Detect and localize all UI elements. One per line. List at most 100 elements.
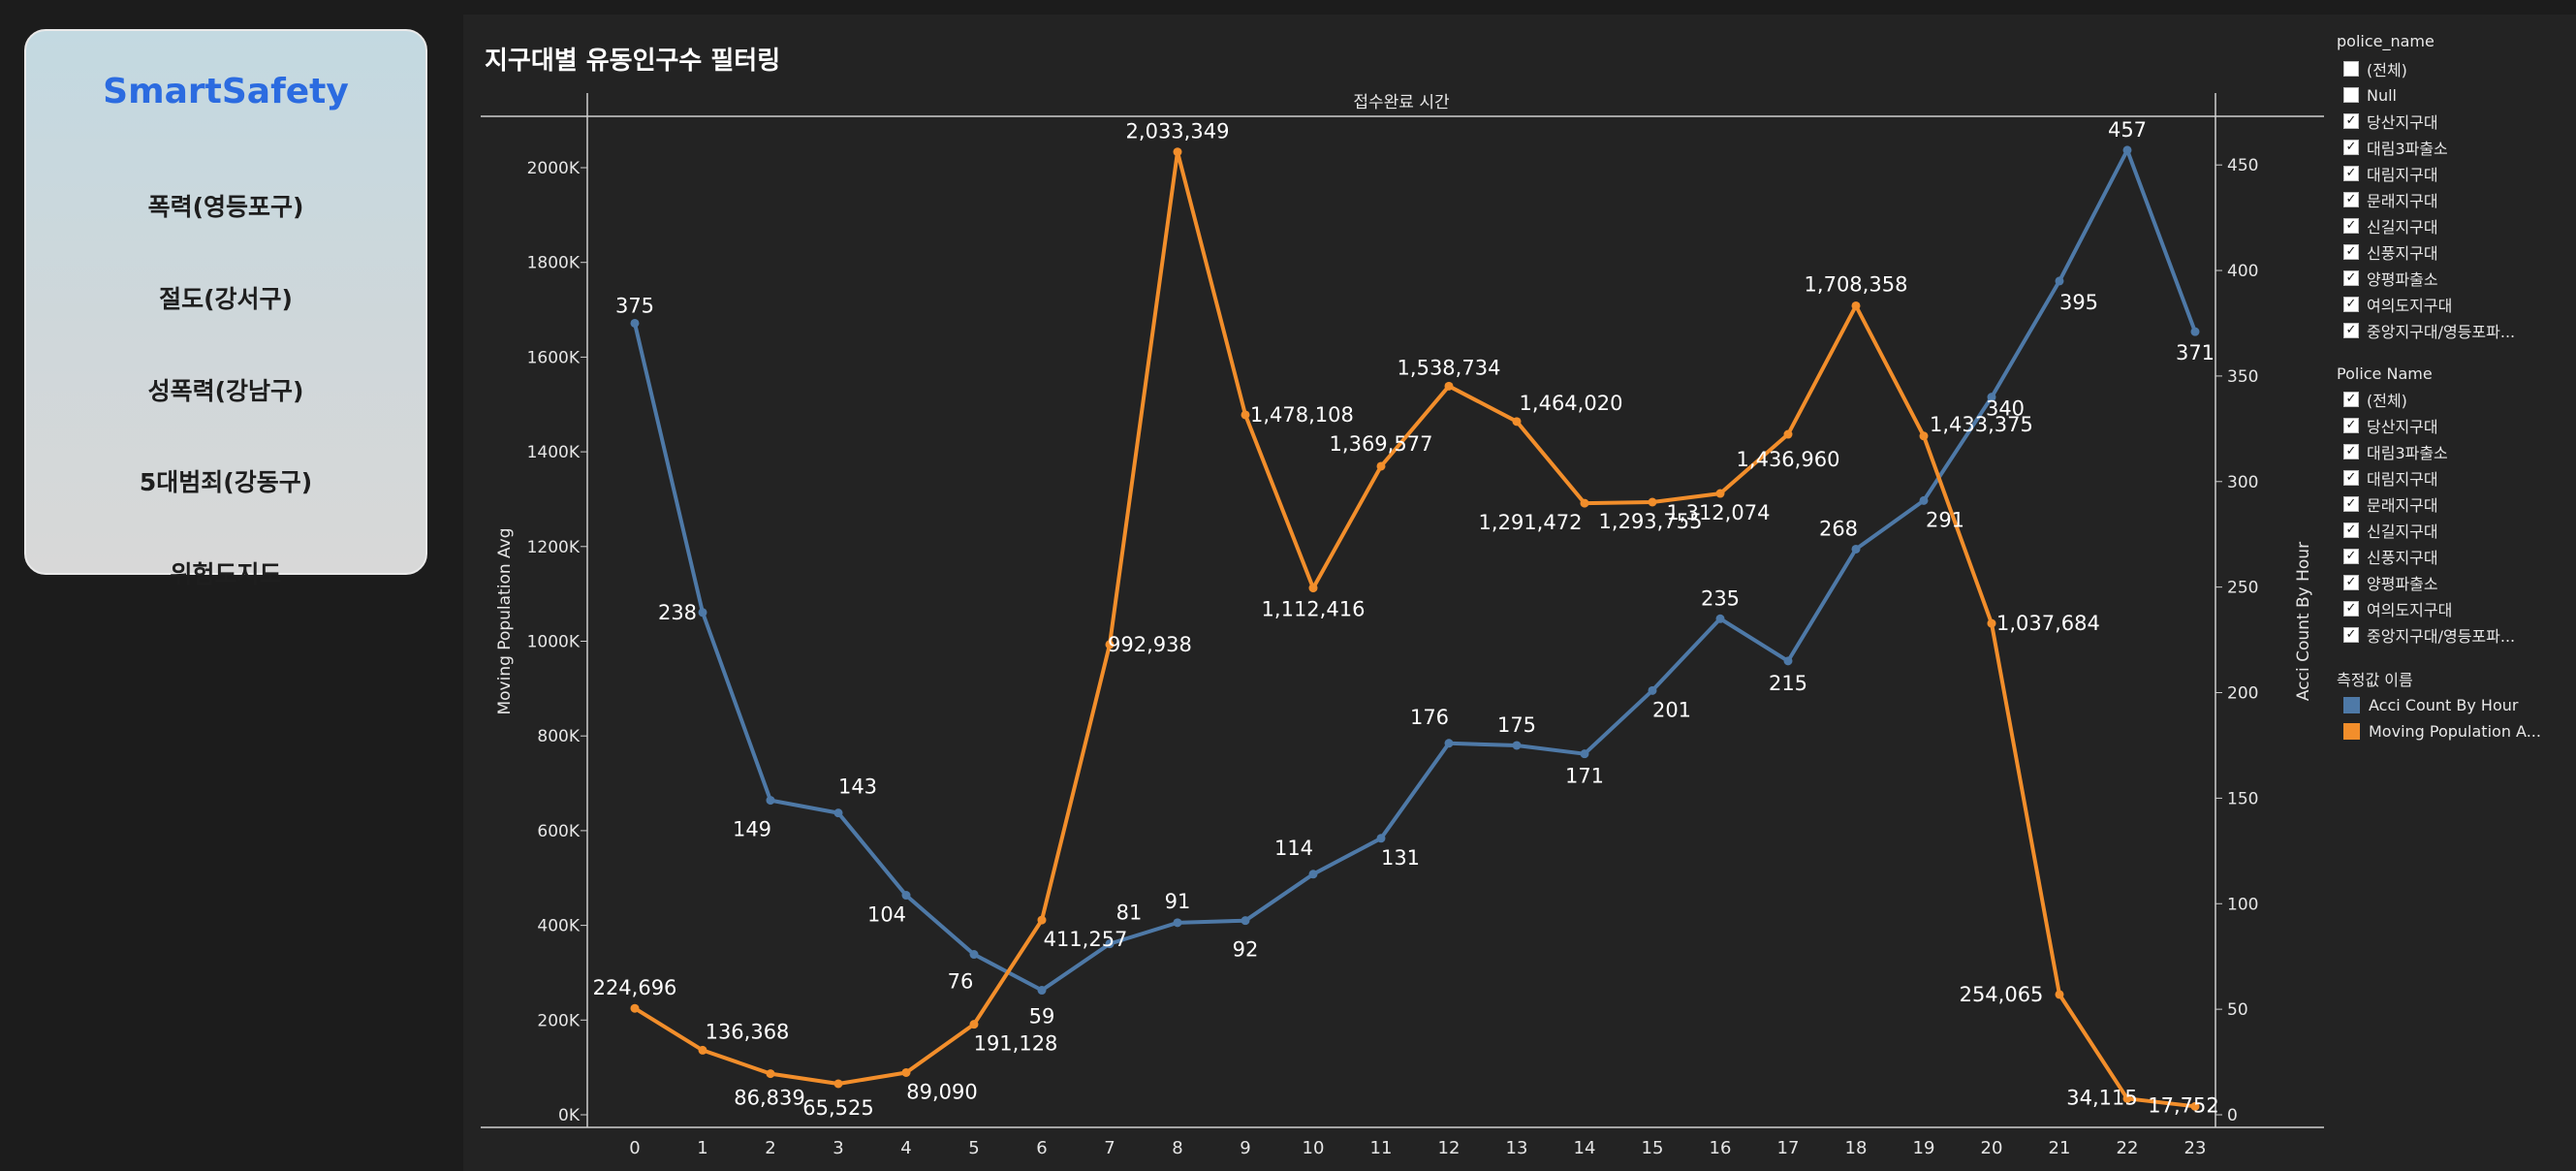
checkbox-checked[interactable]: ✓ [2343, 297, 2359, 312]
x-tick-label: 18 [1845, 1138, 1868, 1158]
filter-option[interactable]: ✓ (전체) [2343, 389, 2407, 410]
filter-option-label: Null [2367, 85, 2397, 105]
legend-label: Acci Count By Hour [2369, 695, 2519, 714]
filter-option-label: (전체) [2367, 61, 2407, 79]
nav-item-theft[interactable]: 절도(강서구) [159, 285, 293, 313]
legend-label: Moving Population A... [2369, 721, 2541, 741]
checkbox-checked[interactable]: ✓ [2343, 392, 2359, 407]
filter-option[interactable]: ✓ 당산지구대 [2343, 415, 2438, 436]
filter-option[interactable]: (전체) [2343, 58, 2407, 79]
data-label: 1,291,472 [1479, 511, 1583, 534]
checkbox-unchecked[interactable] [2343, 61, 2359, 77]
filter-option-label: 대림3파출소 [2367, 140, 2448, 158]
nav-item-risk-map[interactable]: 위험도지도 [170, 560, 282, 588]
data-label: 268 [1819, 517, 1858, 540]
data-point [1444, 381, 1454, 391]
checkbox-checked[interactable]: ✓ [2343, 166, 2359, 181]
data-label: 149 [733, 818, 771, 841]
right-tick-label: 350 [2227, 367, 2258, 387]
data-point [1851, 544, 1861, 554]
data-label: 1,293,755 [1599, 510, 1703, 533]
legend-swatch [2343, 696, 2360, 713]
legend-item[interactable]: Moving Population A... [2343, 720, 2541, 742]
data-point [1715, 489, 1725, 498]
x-tick-label: 0 [629, 1138, 640, 1158]
left-tick-label: 1400K [527, 443, 581, 462]
filter-option-label: 문래지구대 [2367, 192, 2438, 210]
right-tick-label: 200 [2227, 684, 2258, 704]
filter-option-label: (전체) [2367, 392, 2407, 410]
legend-swatch [2343, 722, 2360, 740]
checkbox-checked[interactable]: ✓ [2343, 244, 2359, 260]
checkbox-checked[interactable]: ✓ [2343, 575, 2359, 590]
filter-option[interactable]: ✓ 문래지구대 [2343, 189, 2438, 210]
checkbox-checked[interactable]: ✓ [2343, 522, 2359, 538]
filter-option[interactable]: ✓ 중앙지구대/영등포파... [2343, 624, 2515, 646]
series-line-accident-count [633, 147, 2197, 993]
filter-option[interactable]: ✓ 신풍지구대 [2343, 241, 2438, 263]
x-tick-label: 5 [968, 1138, 979, 1158]
checkbox-checked[interactable]: ✓ [2343, 470, 2359, 486]
data-point [969, 950, 979, 960]
data-label: 114 [1274, 837, 1313, 860]
data-label: 76 [948, 970, 974, 994]
filter-title-police-name: police_name [2337, 32, 2435, 50]
data-point [1308, 584, 1318, 593]
checkbox-checked[interactable]: ✓ [2343, 113, 2359, 129]
checkbox-checked[interactable]: ✓ [2343, 192, 2359, 207]
data-point [1580, 498, 1589, 508]
filter-option[interactable]: ✓ 당산지구대 [2343, 111, 2438, 132]
x-tick-label: 17 [1777, 1138, 1800, 1158]
filter-option[interactable]: ✓ 양평파출소 [2343, 268, 2438, 289]
filter-option[interactable]: ✓ 신길지구대 [2343, 215, 2438, 237]
filter-option[interactable]: ✓ 여의도지구대 [2343, 598, 2452, 619]
data-label: 65,525 [802, 1096, 873, 1120]
filter-option[interactable]: ✓ 대림지구대 [2343, 163, 2438, 184]
x-tick-label: 19 [1913, 1138, 1935, 1158]
x-tick-label: 22 [2117, 1138, 2139, 1158]
filter-option-label: 당산지구대 [2367, 113, 2438, 132]
data-label: 1,037,684 [1996, 612, 2100, 635]
filter-option[interactable]: ✓ 문래지구대 [2343, 493, 2438, 515]
filter-option[interactable]: ✓ 대림3파출소 [2343, 137, 2448, 158]
legend-item[interactable]: Acci Count By Hour [2343, 694, 2518, 715]
data-point [1851, 301, 1861, 310]
data-label: 131 [1381, 846, 1420, 870]
filter-option-label: 여의도지구대 [2367, 601, 2453, 619]
data-label: 17,752 [2148, 1093, 2218, 1117]
data-label: 1,478,108 [1250, 403, 1354, 427]
filter-option[interactable]: Null [2343, 84, 2397, 106]
data-point [1173, 147, 1182, 157]
checkbox-checked[interactable]: ✓ [2343, 549, 2359, 564]
data-label: 457 [2108, 118, 2147, 142]
filter-option[interactable]: ✓ 대림3파출소 [2343, 441, 2448, 462]
checkbox-checked[interactable]: ✓ [2343, 270, 2359, 286]
data-point [1512, 741, 1522, 750]
left-tick-label: 600K [537, 822, 580, 841]
checkbox-checked[interactable]: ✓ [2343, 601, 2359, 617]
nav-item-violence[interactable]: 폭력(영등포구) [147, 193, 304, 221]
filter-option[interactable]: ✓ 신길지구대 [2343, 520, 2438, 541]
data-point [969, 1020, 979, 1029]
filter-option[interactable]: ✓ 신풍지구대 [2343, 546, 2438, 567]
data-point [698, 1045, 707, 1055]
checkbox-checked[interactable]: ✓ [2343, 218, 2359, 234]
filter-option[interactable]: ✓ 중앙지구대/영등포파... [2343, 320, 2515, 341]
right-tick-label: 300 [2227, 473, 2258, 492]
checkbox-checked[interactable]: ✓ [2343, 418, 2359, 433]
x-tick-label: 4 [900, 1138, 911, 1158]
x-tick-label: 1 [697, 1138, 707, 1158]
checkbox-checked[interactable]: ✓ [2343, 444, 2359, 459]
checkbox-checked[interactable]: ✓ [2343, 323, 2359, 338]
checkbox-checked[interactable]: ✓ [2343, 627, 2359, 643]
checkbox-checked[interactable]: ✓ [2343, 140, 2359, 155]
nav-item-five-crimes[interactable]: 5대범죄(강동구) [139, 468, 313, 496]
filter-option[interactable]: ✓ 양평파출소 [2343, 572, 2438, 593]
checkbox-checked[interactable]: ✓ [2343, 496, 2359, 512]
filter-option[interactable]: ✓ 여의도지구대 [2343, 294, 2452, 315]
data-label: 224,696 [593, 976, 677, 999]
checkbox-unchecked[interactable] [2343, 87, 2359, 103]
nav-item-sexual-violence[interactable]: 성폭력(강남구) [147, 377, 304, 405]
filter-option[interactable]: ✓ 대림지구대 [2343, 467, 2438, 489]
brand-logo[interactable]: SmartSafety [103, 72, 349, 111]
